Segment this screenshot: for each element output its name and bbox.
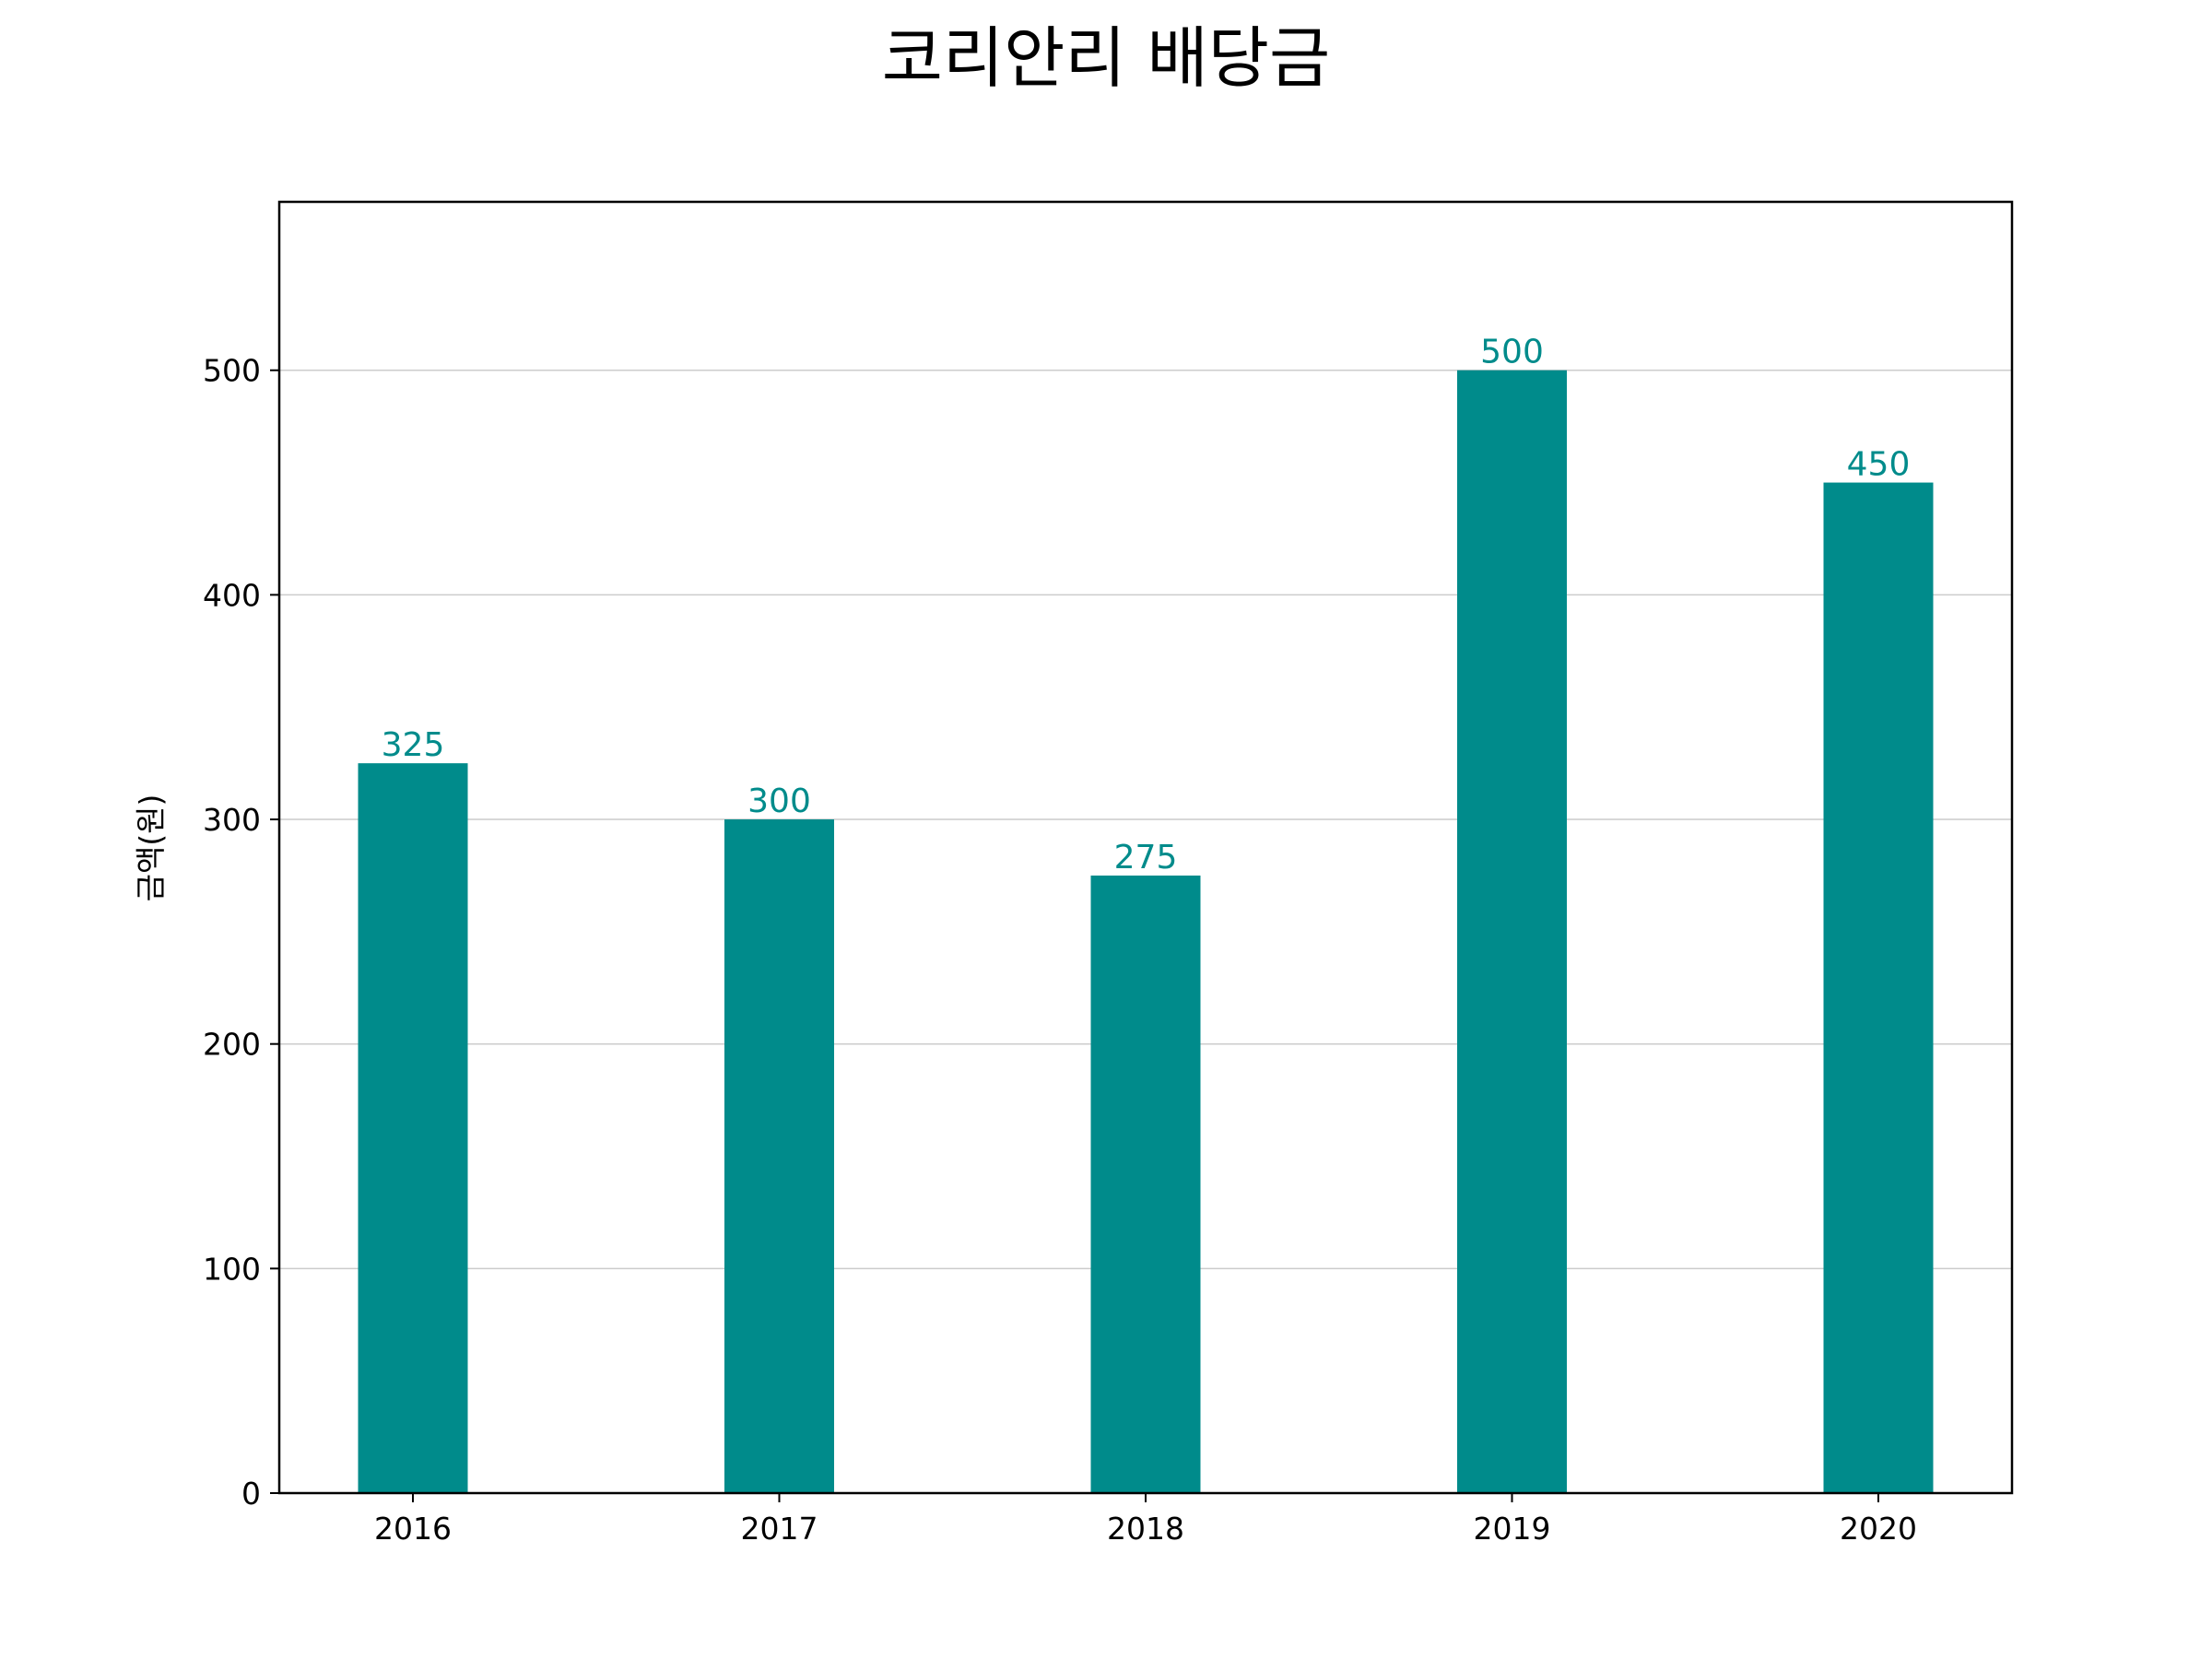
x-tick-label: 2020 bbox=[1840, 1511, 1917, 1547]
y-tick-label: 500 bbox=[203, 353, 261, 389]
data-label-2017: 300 bbox=[747, 782, 811, 820]
y-tick-label: 300 bbox=[203, 802, 261, 838]
grid-lines bbox=[279, 369, 2012, 1270]
y-tick-label: 400 bbox=[203, 577, 261, 613]
x-axis-ticks: 2016 2017 2018 2019 2020 bbox=[374, 1493, 1917, 1547]
x-tick-label: 2016 bbox=[374, 1511, 452, 1547]
y-tick-label: 0 bbox=[241, 1476, 261, 1512]
bar-2020 bbox=[1823, 482, 1934, 1494]
bar-2019 bbox=[1457, 370, 1567, 1493]
bar-2018 bbox=[1090, 875, 1201, 1493]
x-tick-label: 2018 bbox=[1107, 1511, 1184, 1547]
x-tick-label: 2017 bbox=[741, 1511, 818, 1547]
data-label-2018: 275 bbox=[1114, 839, 1178, 877]
x-tick-label: 2019 bbox=[1474, 1511, 1551, 1547]
plot-frame bbox=[277, 200, 2014, 1495]
bar-2017 bbox=[724, 819, 834, 1493]
data-labels: 325 300 275 500 450 bbox=[382, 334, 1911, 877]
chart-title: 코리안리 배당금 bbox=[882, 19, 1331, 97]
y-tick-label: 200 bbox=[203, 1027, 261, 1063]
y-axis-label: 금액(원) bbox=[133, 794, 169, 902]
y-tick-label: 100 bbox=[203, 1251, 261, 1287]
data-label-2020: 450 bbox=[1847, 446, 1911, 484]
data-label-2016: 325 bbox=[382, 726, 445, 764]
y-axis-ticks: 0 100 200 300 400 500 bbox=[203, 353, 279, 1512]
bars bbox=[358, 370, 1934, 1494]
bar-2016 bbox=[358, 763, 468, 1493]
data-label-2019: 500 bbox=[1480, 334, 1544, 371]
